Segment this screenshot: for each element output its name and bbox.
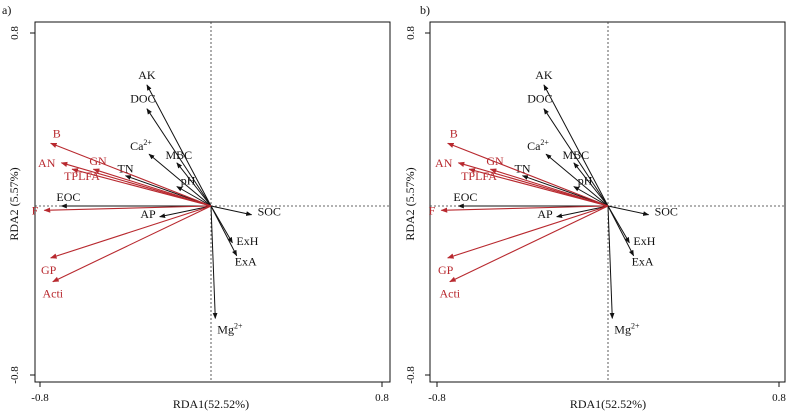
label-exa: ExA [632,255,654,269]
label-exa: ExA [235,255,257,269]
panel-label: b) [420,3,430,17]
vector-acti [52,205,212,283]
label-acti: Acti [439,287,460,301]
label-soc: SOC [655,205,678,219]
vector-an [60,161,212,207]
label-superscript: 2+ [143,138,152,147]
label-gn: GN [89,154,107,168]
vector-group: AK DOC Ca2+ MBC TN pH EOC AP SOC ExH ExA Mg2+ B AN GNT… [32,68,281,336]
vector-tplfa [468,168,609,207]
panel-label: a) [2,3,11,17]
label-f: F [32,203,39,217]
y-tick-label-max: 0.8 [9,26,21,40]
label-superscript: 2+ [540,138,549,147]
y-axis-label: RDA2 (5.57%) [403,167,417,240]
x-tick-label-min: -0.8 [31,392,49,404]
label-mg-ion: Mg2+ [217,321,243,336]
label-mg-ion: Mg2+ [614,321,640,336]
vector-mbc [573,162,609,207]
label-an: AN [435,156,453,170]
label-ak: AK [138,68,156,82]
vector-acti [449,205,609,283]
label-doc: DOC [130,92,155,106]
label-tn: TN [118,162,134,176]
label-mbc: MBC [165,148,192,162]
label-tplfa: TPLFA [64,169,100,183]
x-axis-label: RDA1(52.52%) [173,397,249,411]
label-superscript: 2+ [234,321,243,330]
vector-ak [543,84,609,207]
label-gn: GN [486,154,504,168]
vector-ap [556,205,609,219]
plot-frame [34,21,391,383]
label-tn: TN [515,162,531,176]
label-f: F [429,203,436,217]
label-ap: AP [537,207,553,221]
label-soc: SOC [258,205,281,219]
label-ak: AK [535,68,553,82]
x-tick-label-max: 0.8 [375,392,389,404]
label-exh: ExH [633,234,655,248]
vector-gp [447,205,609,259]
vector-ak [146,84,212,207]
label-acti: Acti [42,287,63,301]
label-ph: pH [181,174,196,188]
rda-panel-a: -0.8 0.8 0.8 -0.8 RDA1(52.52%) RDA2 (5.5… [2,3,391,411]
label-gp: GP [41,263,57,277]
x-tick-label-max: 0.8 [772,392,786,404]
label-ph: pH [578,174,593,188]
vector-doc [543,108,609,207]
label-an: AN [38,156,56,170]
label-superscript: 2+ [631,321,640,330]
vector-an [457,161,609,207]
vector-tplfa [71,168,212,207]
vector-f [43,205,212,213]
vector-mg-ion [210,205,218,319]
vector-mg-ion [607,205,615,319]
label-doc: DOC [527,92,552,106]
x-tick-label-min: -0.8 [428,392,446,404]
vector-ca-ion [545,153,609,207]
vector-soc [607,205,650,216]
y-axis-label: RDA2 (5.57%) [7,167,21,240]
plot-frame [429,21,786,383]
label-ap: AP [140,207,156,221]
vector-gn [489,168,609,207]
vector-soc [210,205,253,216]
vector-exa [607,205,635,257]
vector-exa [210,205,238,257]
vector-gn [92,168,212,207]
label-eoc: EOC [56,190,80,204]
vector-gp [50,205,212,259]
label-eoc: EOC [453,190,477,204]
vector-ph [573,186,609,207]
vector-ph [176,186,212,207]
y-tick-label-max: 0.8 [405,26,417,40]
label-ca-ion: Ca2+ [130,138,152,153]
vector-b [447,142,609,207]
label-mbc: MBC [562,148,589,162]
vector-b [50,142,212,207]
vector-ap [159,205,212,219]
label-b: B [450,126,458,140]
label-tplfa: TPLFA [461,169,497,183]
y-tick-label-min: -0.8 [405,366,417,384]
vector-doc [146,108,212,207]
vector-group: AK DOC Ca2+ MBC TN pH EOC AP SOC ExH ExA Mg2+ B AN GNT… [429,68,678,336]
vector-ca-ion [148,153,212,207]
vector-mbc [176,162,212,207]
label-ca-ion: Ca2+ [527,138,549,153]
rda-panel-b: -0.8 0.8 0.8 -0.8 RDA1(52.52%) RDA2 (5.5… [403,3,786,411]
label-exh: ExH [236,234,258,248]
y-tick-label-min: -0.8 [9,366,21,384]
label-gp: GP [438,263,454,277]
vector-f [440,205,609,213]
x-axis-label: RDA1(52.52%) [570,397,646,411]
label-b: B [53,126,61,140]
